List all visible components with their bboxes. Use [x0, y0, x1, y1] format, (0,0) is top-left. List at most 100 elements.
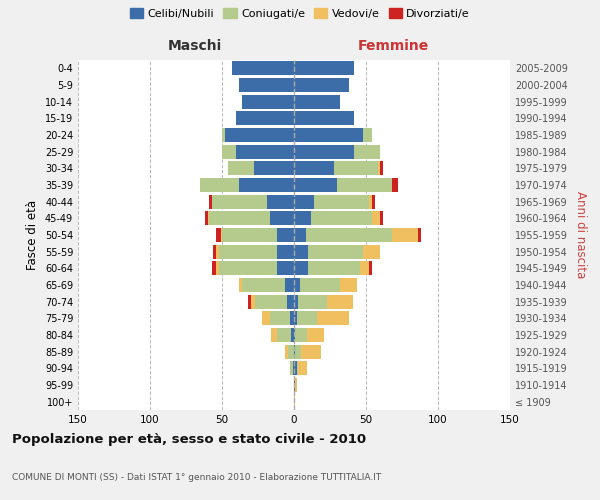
- Bar: [271, 328, 277, 342]
- Bar: [214, 244, 216, 259]
- Bar: [208, 211, 209, 226]
- Bar: [360, 261, 369, 276]
- Bar: [294, 244, 308, 259]
- Bar: [290, 311, 294, 326]
- Text: Popolazione per età, sesso e stato civile - 2010: Popolazione per età, sesso e stato civil…: [12, 432, 366, 446]
- Bar: [294, 162, 334, 175]
- Bar: [294, 394, 295, 409]
- Y-axis label: Fasce di età: Fasce di età: [26, 200, 39, 270]
- Bar: [298, 294, 327, 308]
- Bar: [248, 294, 251, 308]
- Text: Femmine: Femmine: [358, 39, 429, 53]
- Bar: [311, 211, 372, 226]
- Bar: [372, 194, 374, 209]
- Bar: [219, 244, 277, 259]
- Bar: [380, 211, 383, 226]
- Text: COMUNE DI MONTI (SS) - Dati ISTAT 1° gennaio 2010 - Elaborazione TUTTITALIA.IT: COMUNE DI MONTI (SS) - Dati ISTAT 1° gen…: [12, 473, 381, 482]
- Bar: [294, 261, 308, 276]
- Bar: [392, 228, 418, 242]
- Bar: [294, 278, 300, 292]
- Bar: [334, 162, 377, 175]
- Bar: [294, 344, 295, 359]
- Bar: [216, 244, 219, 259]
- Bar: [269, 211, 294, 226]
- Text: Maschi: Maschi: [167, 39, 222, 53]
- Legend: Celibi/Nubili, Coniugati/e, Vedovi/e, Divorziati/e: Celibi/Nubili, Coniugati/e, Vedovi/e, Di…: [130, 8, 470, 19]
- Bar: [297, 311, 317, 326]
- Bar: [200, 178, 239, 192]
- Bar: [209, 211, 269, 226]
- Bar: [212, 261, 216, 276]
- Bar: [363, 244, 380, 259]
- Bar: [301, 344, 322, 359]
- Bar: [288, 344, 294, 359]
- Bar: [212, 194, 266, 209]
- Bar: [228, 162, 254, 175]
- Bar: [294, 378, 295, 392]
- Bar: [294, 62, 355, 76]
- Bar: [286, 344, 288, 359]
- Bar: [277, 228, 294, 242]
- Bar: [295, 344, 301, 359]
- Bar: [294, 78, 349, 92]
- Bar: [294, 128, 363, 142]
- Bar: [290, 361, 293, 376]
- Bar: [277, 244, 294, 259]
- Bar: [293, 361, 294, 376]
- Bar: [277, 328, 291, 342]
- Bar: [294, 194, 314, 209]
- Bar: [305, 228, 392, 242]
- Bar: [294, 211, 311, 226]
- Y-axis label: Anni di nascita: Anni di nascita: [574, 192, 587, 278]
- Bar: [294, 144, 355, 159]
- Bar: [300, 278, 340, 292]
- Bar: [266, 194, 294, 209]
- Bar: [269, 311, 290, 326]
- Bar: [377, 162, 380, 175]
- Bar: [222, 128, 225, 142]
- Bar: [307, 328, 324, 342]
- Bar: [369, 261, 372, 276]
- Bar: [294, 178, 337, 192]
- Bar: [314, 194, 369, 209]
- Bar: [239, 278, 242, 292]
- Bar: [295, 378, 297, 392]
- Bar: [205, 211, 208, 226]
- Bar: [219, 261, 277, 276]
- Bar: [286, 278, 294, 292]
- Bar: [216, 228, 221, 242]
- Bar: [308, 244, 363, 259]
- Bar: [222, 228, 277, 242]
- Bar: [209, 194, 212, 209]
- Bar: [337, 178, 392, 192]
- Bar: [297, 361, 298, 376]
- Bar: [308, 261, 360, 276]
- Bar: [372, 211, 380, 226]
- Bar: [294, 294, 298, 308]
- Bar: [221, 228, 222, 242]
- Bar: [239, 78, 294, 92]
- Bar: [239, 178, 294, 192]
- Bar: [294, 328, 295, 342]
- Bar: [255, 294, 287, 308]
- Bar: [327, 294, 353, 308]
- Bar: [294, 94, 340, 109]
- Bar: [317, 311, 349, 326]
- Bar: [216, 261, 219, 276]
- Bar: [392, 178, 398, 192]
- Bar: [225, 128, 294, 142]
- Bar: [418, 228, 421, 242]
- Bar: [251, 294, 255, 308]
- Bar: [236, 144, 294, 159]
- Bar: [298, 361, 307, 376]
- Bar: [277, 261, 294, 276]
- Bar: [291, 328, 294, 342]
- Bar: [363, 128, 372, 142]
- Bar: [295, 328, 307, 342]
- Bar: [294, 311, 297, 326]
- Bar: [294, 361, 297, 376]
- Bar: [380, 162, 383, 175]
- Bar: [232, 62, 294, 76]
- Bar: [369, 194, 372, 209]
- Bar: [287, 294, 294, 308]
